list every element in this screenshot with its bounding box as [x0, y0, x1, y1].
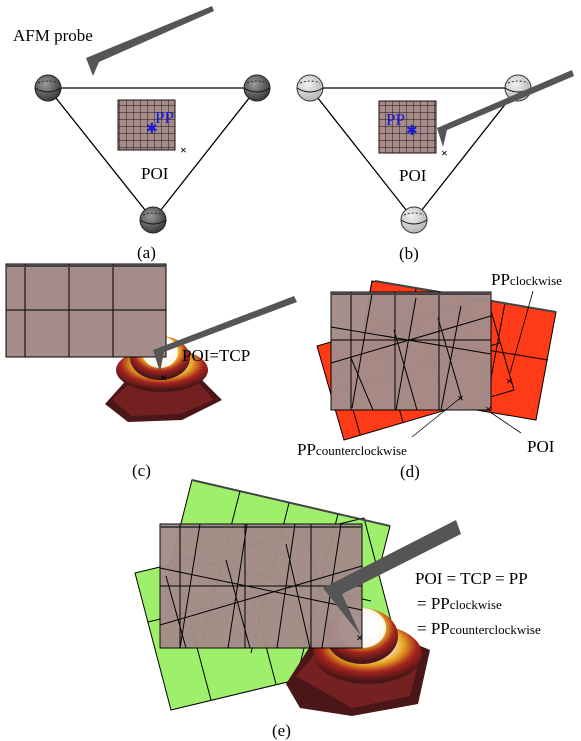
pp-counterclockwise-leader — [411, 398, 460, 438]
caption-c: (c) — [132, 461, 151, 480]
overlay-lines — [330, 292, 492, 411]
triangle-frame — [46, 87, 259, 222]
support-sphere — [243, 74, 271, 102]
equivalence-line-1: POI = TCP = PP — [415, 569, 528, 588]
poi-label: POI — [399, 166, 427, 185]
afm-probe — [86, 6, 214, 76]
caption-e: (e) — [272, 721, 291, 740]
probe-label: AFM probe — [13, 26, 93, 45]
afm-probe — [153, 296, 297, 372]
afm-probe — [437, 70, 574, 147]
triangle-frame — [308, 87, 520, 222]
pp-clockwise-label: PPclockwise — [491, 270, 562, 289]
equivalence-line-2: = PPclockwise — [417, 594, 502, 613]
caption-d: (d) — [400, 462, 420, 481]
panel-a: AFM probe PP ✱ × POI (a) — [13, 6, 271, 262]
pp-label: PP — [386, 110, 405, 129]
poi-tcp-pp-marker: × — [356, 630, 363, 645]
poi-marker: × — [180, 143, 187, 157]
panel-d: × × × PPclockwise PPcounterclockwise POI… — [297, 270, 562, 481]
poi-tcp-label: POI=TCP — [182, 346, 250, 365]
pp-label: PP — [155, 108, 174, 127]
pp-clockwise-marker: × — [506, 374, 513, 388]
support-sphere — [400, 206, 428, 234]
poi-marker: × — [485, 402, 492, 416]
caption-b: (b) — [399, 244, 419, 263]
overlay-lines — [159, 523, 363, 649]
panel-b: PP ✱ × POI (b) — [296, 70, 574, 263]
support-sphere — [139, 206, 167, 234]
equivalence-line-3: = PPcounterclockwise — [417, 619, 541, 638]
panel-c: × POI=TCP (c) — [5, 263, 297, 480]
caption-a: (a) — [137, 243, 156, 262]
poi-marker: × — [441, 146, 448, 160]
pp-counterclockwise-label: PPcounterclockwise — [297, 440, 407, 459]
pp-marker: ✱ — [406, 124, 418, 139]
pp-marker: ✱ — [146, 122, 158, 137]
poi-leader — [489, 411, 522, 434]
pp-clockwise-leader — [509, 290, 534, 374]
sample-grid — [117, 99, 176, 151]
support-sphere — [34, 74, 62, 102]
afm-probe — [323, 520, 461, 636]
poi-tcp-marker: × — [160, 370, 167, 385]
sample-grid — [378, 100, 437, 154]
poi-label: POI — [141, 164, 169, 183]
plate-grid-lines — [6, 264, 166, 357]
support-sphere — [296, 74, 324, 102]
panel-e: × POI = TCP = PP = PPclockwise = PPcount… — [134, 479, 541, 740]
pp-counterclockwise-marker: × — [457, 391, 464, 405]
poi-label: POI — [527, 437, 555, 456]
